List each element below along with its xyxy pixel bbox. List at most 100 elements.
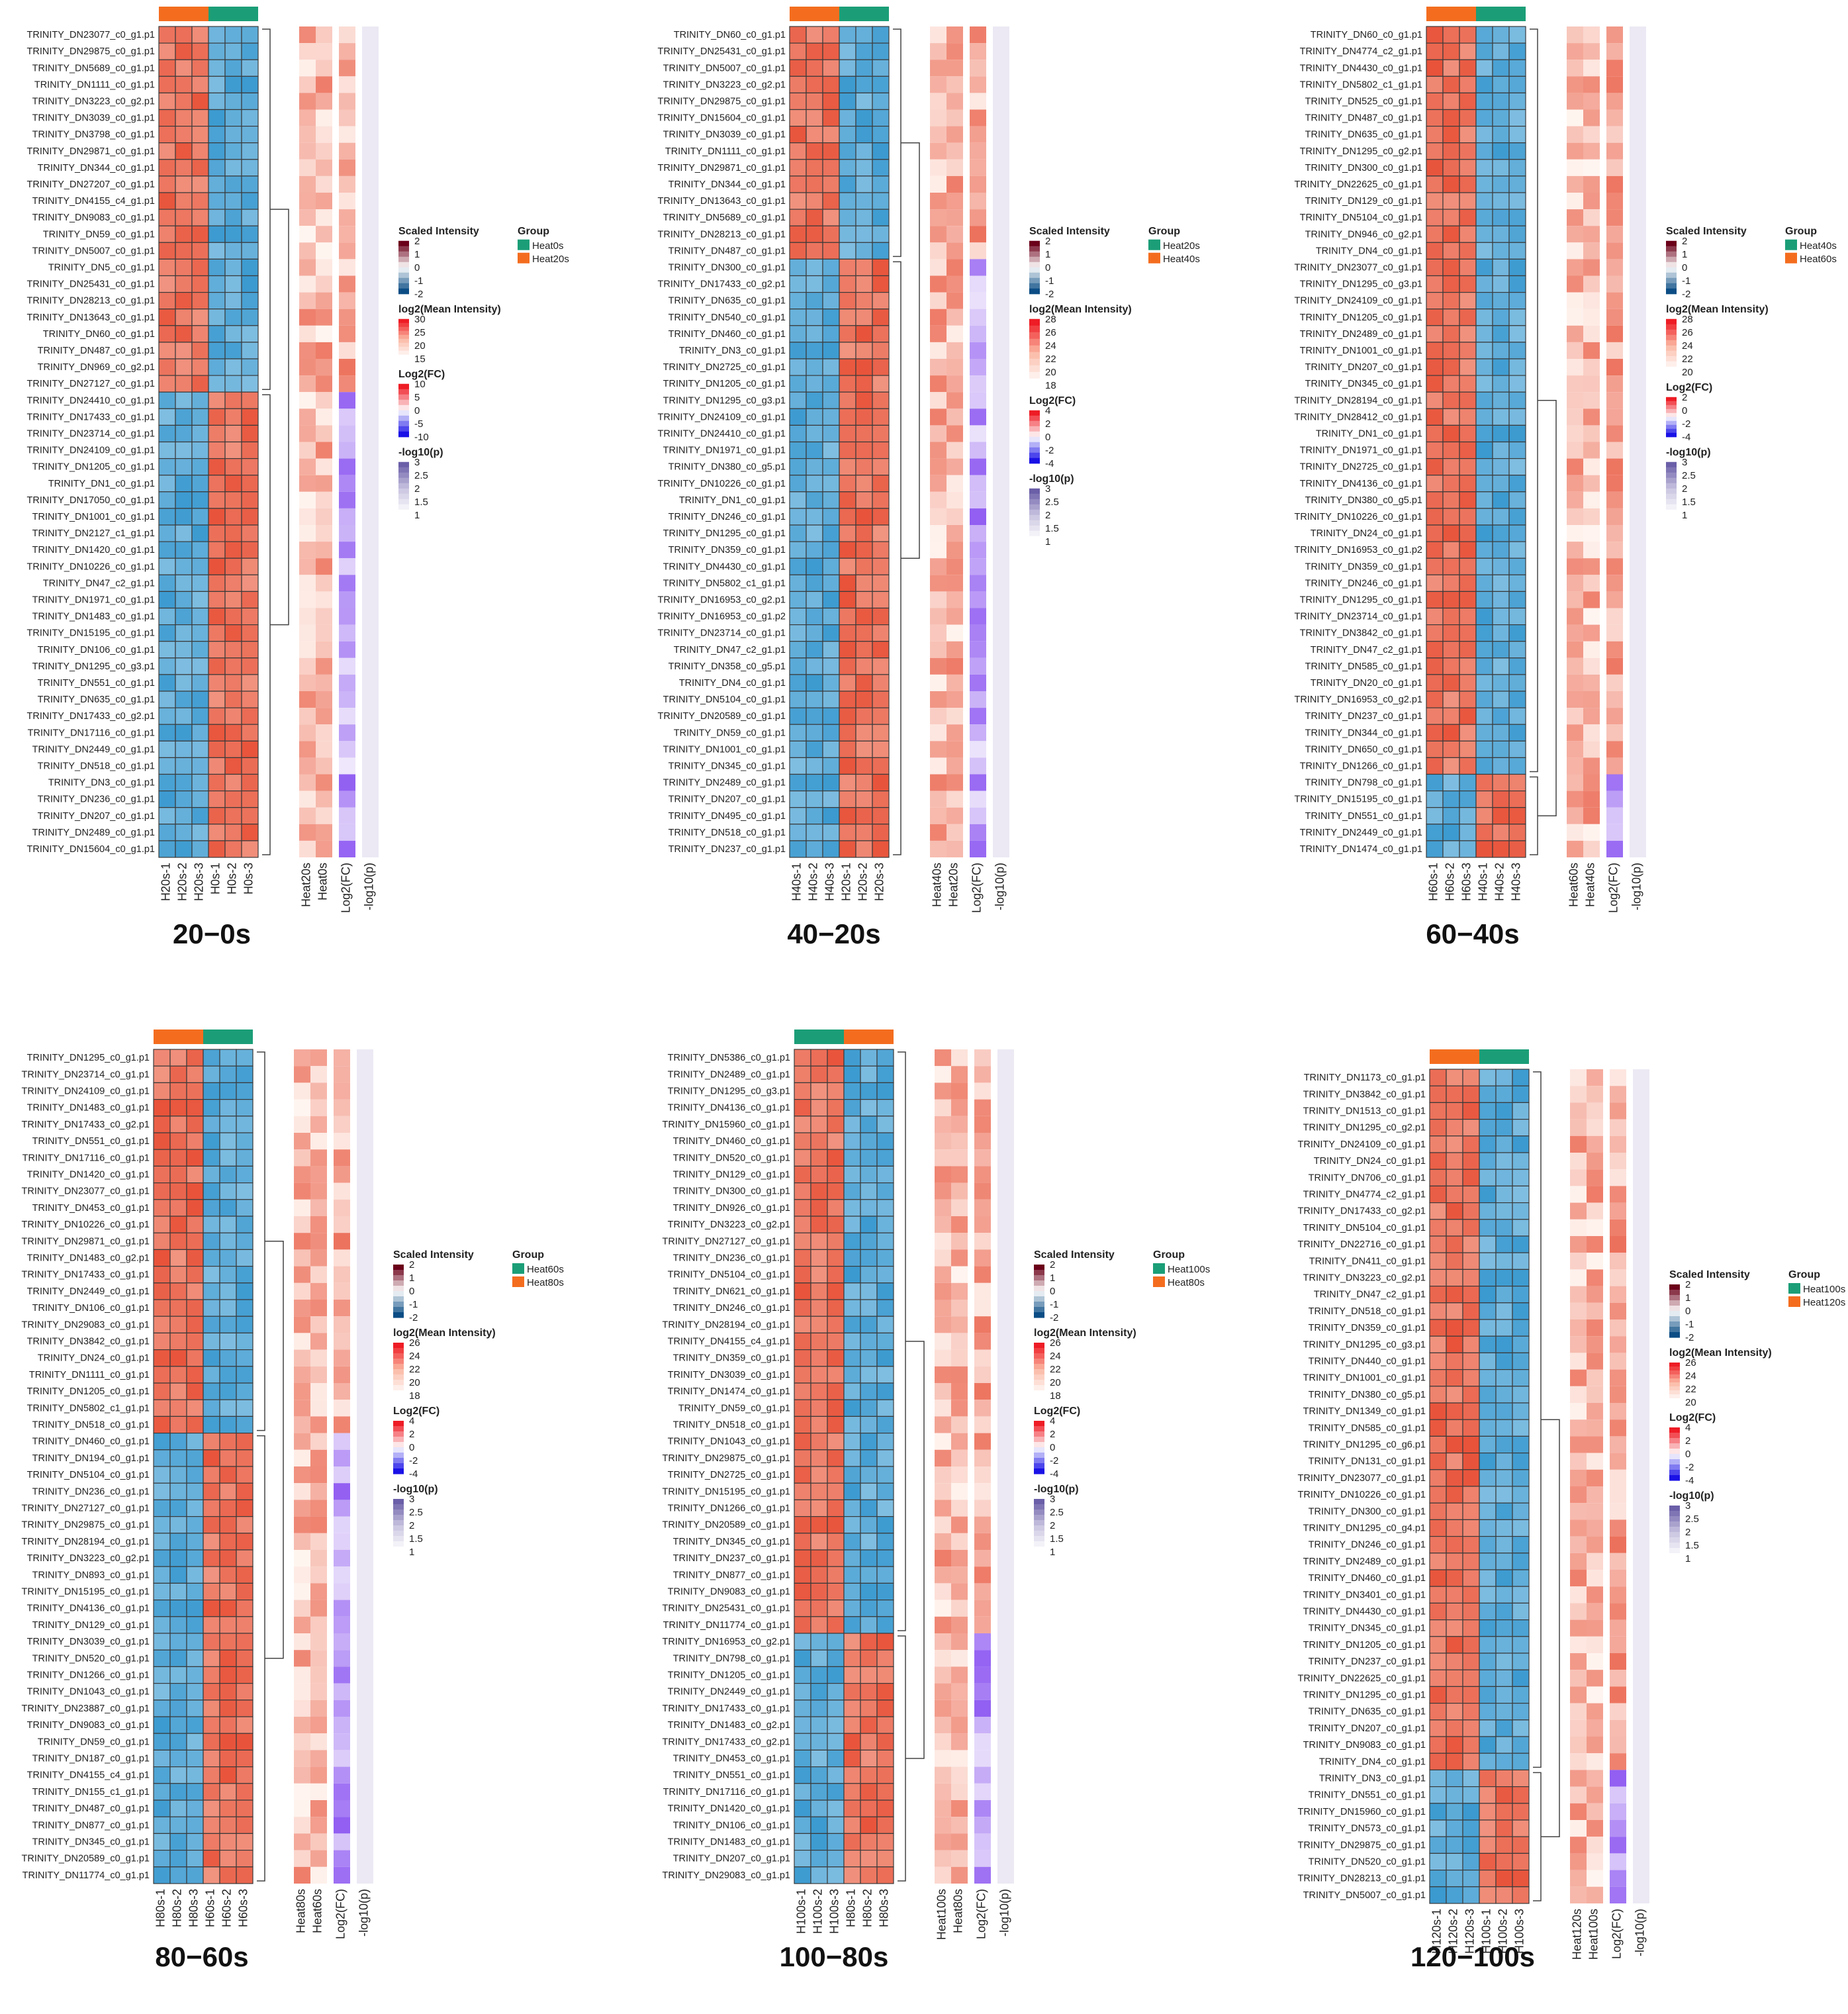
gene-label: TRINITY_DN4774_c2_g1.p1 [1300,46,1422,57]
heatmap-cell [855,641,873,659]
gene-label: TRINITY_DN129_c0_g1.p1 [32,1620,150,1631]
mean-cell [930,60,947,77]
mean-cell [1570,1519,1587,1537]
heatmap-cell [843,1666,861,1684]
mean-cell [951,1516,968,1533]
sample-label: H120s-2 [1446,1909,1459,1954]
fc-cell [334,1233,350,1250]
heatmap-cell [169,1766,187,1784]
legend-fc-swatch [393,1442,404,1448]
heatmap-cell [876,1749,894,1768]
mean-cell [316,126,332,143]
heatmap-cell [794,1716,811,1734]
gene-label: TRINITY_DN1295_c0_g2.p1 [1303,1123,1426,1133]
gene-label: TRINITY_DN17433_c0_g1.p1 [27,412,155,422]
heatmap-cell [789,757,807,775]
heatmap-cell [1508,309,1526,326]
heatmap-cell [169,1316,187,1333]
legend-fc-tick: 0 [414,405,420,416]
mean-cell [316,60,332,77]
fc-cell [339,292,355,309]
mean-cell [930,325,947,342]
heatmap-cell [860,1249,878,1267]
legend-fc-swatch [1029,431,1040,438]
heatmap-cell [1475,424,1493,443]
gene-label: TRINITY_DN345_c0_g1.p1 [1309,1623,1426,1634]
heatmap-cell [1426,109,1444,127]
heatmap-cell [191,209,209,226]
mean-cell [935,1833,951,1850]
heatmap-cell [153,1249,171,1267]
heatmap-cell [1446,1752,1463,1770]
heatmap-cell [806,574,823,592]
heatmap-cell [1492,524,1510,542]
gene-label: TRINITY_DN520_c0_g1.p1 [673,1153,790,1163]
heatmap-cell [876,1199,894,1217]
heatmap-cell [1475,209,1493,226]
heatmap-cell [1495,1118,1513,1137]
heatmap-cell [236,1149,254,1167]
heatmap-cell [186,1600,204,1617]
gene-label: TRINITY_DN246_c0_g1.p1 [1305,578,1422,589]
gene-label: TRINITY_DN4430_c0_g1.p1 [663,561,786,572]
heatmap-cell [158,757,176,775]
heatmap-cell [872,126,890,144]
heatmap-cell [175,159,193,177]
heatmap-cell [1492,674,1510,692]
heatmap-cell [1508,192,1526,210]
heatmap-cell [855,358,873,376]
heatmap-cell [169,1449,187,1467]
heatmap-cell [1429,1152,1447,1170]
mean-cell [1567,175,1583,193]
legend-fc-swatch [1669,1470,1680,1476]
heatmap-cell [806,624,823,642]
fc-cell [334,1666,350,1684]
fc-cell [974,1533,991,1550]
heatmap-cell [1442,740,1460,759]
heatmap-cell [860,1716,878,1734]
heatmap-cell [855,824,873,841]
heatmap-cell [822,424,840,443]
heatmap-cell [1446,1335,1463,1353]
heatmap-cell [1512,1369,1530,1387]
heatmap-cell [236,1482,254,1500]
heatmap-cell [1429,1836,1447,1854]
mean-cell [294,1817,310,1834]
heatmap-cell [1446,1852,1463,1871]
fc-cell [334,1866,350,1884]
heatmap-cell [794,1299,811,1317]
heatmap-cell [203,1265,220,1284]
heatmap-cell [860,1098,878,1117]
legend-fc-swatch [393,1426,404,1432]
mean-cell [316,491,332,508]
heatmap-cell [822,375,840,393]
gene-label: TRINITY_DN13643_c0_g1.p1 [27,312,155,323]
heatmap-cell [789,292,807,310]
heatmap-cell [855,574,873,592]
heatmap-cell [175,624,193,642]
heatmap-cell [219,1482,237,1500]
heatmap-cell [153,1649,171,1667]
mean-cell [930,142,947,160]
heatmap-cell [224,358,242,376]
heatmap-cell [236,1116,254,1133]
heatmap-cell [1462,1602,1480,1621]
gene-label: TRINITY_DN1295_c0_g2.p1 [1300,146,1422,157]
legend-fc-swatch [1669,1459,1680,1465]
mean-cell [294,1466,310,1484]
mean-cell [310,1366,327,1383]
heatmap-cell [822,657,840,675]
legend-scaled-tick: 1 [1682,249,1687,260]
heatmap-cell [1508,209,1526,226]
heatmap-cell [855,292,873,310]
heatmap-cell [1479,1469,1497,1487]
mean-cell [1583,408,1600,426]
heatmap-cell [872,740,890,759]
heatmap-cell [203,1766,220,1784]
heatmap-cell [1492,491,1510,509]
heatmap-cell [872,607,890,626]
mean-cell [1567,408,1583,426]
heatmap-cell [1512,1435,1530,1454]
heatmap-cell [191,292,209,310]
fc-cell [334,1500,350,1517]
